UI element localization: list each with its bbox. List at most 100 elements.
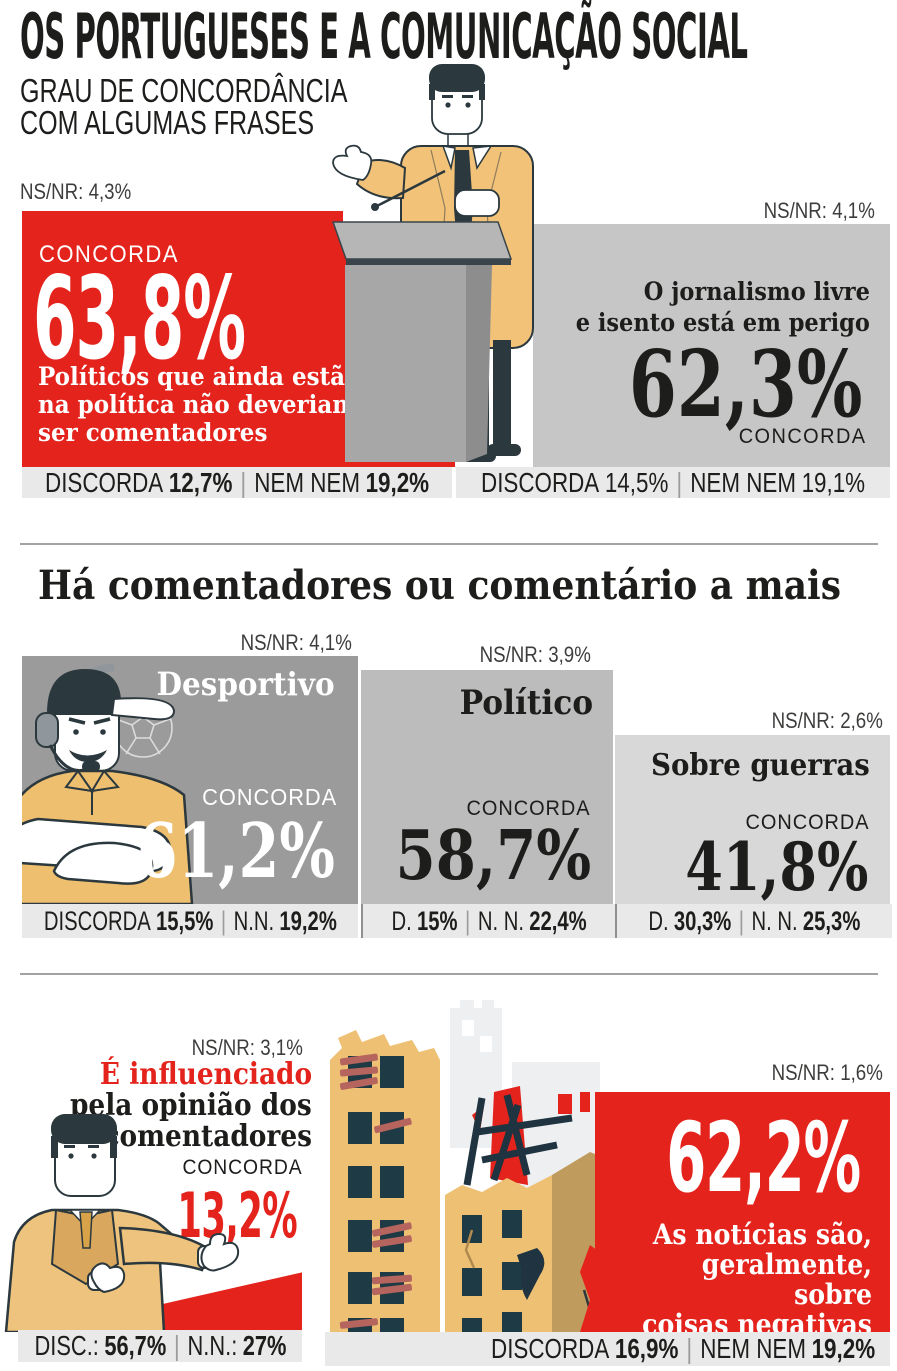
top-right-agree-block: O jornalismo livre e isento está em peri… (533, 224, 890, 467)
politico-concorda-label: CONCORDA (467, 797, 591, 820)
discorda-label: D. (648, 905, 669, 936)
section-title-comentadores: Há comentadores ou comentário a mais (38, 562, 841, 609)
bottom-right-results-strip: DISCORDA 16,9% | NEM NEM 19,2% (325, 1332, 890, 1366)
top-right-statement: O jornalismo livre e isento está em peri… (576, 276, 870, 338)
podium-icon (331, 221, 513, 462)
gesturing-man-illustration (4, 1114, 240, 1332)
guerras-nsnr-label: NS/NR: 2,6% (771, 708, 883, 733)
destroyed-buildings-illustration (330, 1000, 610, 1332)
discorda-value: 12,7% (168, 466, 233, 498)
statement-line: O jornalismo livre (643, 277, 870, 306)
bottom-left-nsnr-label: NS/NR: 3,1% (191, 1035, 303, 1060)
damaged-building-center-icon (445, 1175, 552, 1332)
microphone-icon (371, 169, 446, 211)
separator: | (738, 905, 745, 936)
desportivo-results-strip: DISCORDA 15,5% | N.N. 19,2% (22, 904, 358, 938)
discorda-value: 16,9% (614, 1333, 679, 1364)
damaged-building-left-icon (330, 1030, 440, 1332)
guerras-value: 41,8% (684, 828, 868, 906)
guerras-concorda-label: CONCORDA (746, 811, 870, 834)
separator: | (173, 1330, 180, 1361)
page-subtitle-line-2: COM ALGUMAS FRASES (20, 104, 315, 141)
top-right-agree-value: 62,3% (628, 330, 862, 438)
desportivo-nsnr-label: NS/NR: 4,1% (240, 630, 352, 655)
discorda-value: 15,5% (155, 905, 214, 936)
guerras-results-strip: D. 30,3% | N. N. 25,3% (615, 904, 892, 938)
sports-commentator-illustration (22, 663, 194, 904)
discorda-value: 15% (416, 905, 458, 936)
separator: | (240, 466, 247, 498)
statement-line: na política não deveriam (38, 390, 357, 419)
bottom-left-concorda-value: 13,2% (177, 1179, 297, 1252)
separator: | (676, 466, 683, 498)
page-title: OS PORTUGUESES E A COMUNICAÇÃO SOCIAL (20, 0, 748, 73)
nemnem-label: N.N.: (187, 1330, 237, 1361)
nemnem-value: 19,1% (801, 466, 866, 498)
bottom-left-statement-line-2: pela opinião dos (70, 1088, 312, 1123)
top-left-nsnr-label: NS/NR: 4,3% (20, 179, 132, 204)
nemnem-label: NEM NEM (700, 1333, 806, 1364)
nemnem-value: 25,3% (803, 905, 861, 936)
discorda-label: DISCORDA (44, 466, 164, 498)
discorda-value: 14,5% (604, 466, 669, 498)
discorda-label: DISC.: (34, 1330, 99, 1361)
top-right-concorda-label: CONCORDA (739, 425, 867, 448)
bottom-left-concorda-label: CONCORDA (182, 1156, 303, 1179)
headphones-icon (35, 712, 59, 748)
top-left-concorda-label: CONCORDA (39, 241, 179, 268)
statement-line: ser comentadores (38, 418, 268, 447)
discorda-label: D. (391, 905, 412, 936)
top-right-results-strip: DISCORDA 14,5% | NEM NEM 19,1% (456, 467, 890, 498)
nemnem-value: 27% (242, 1330, 286, 1361)
politico-value: 58,7% (395, 816, 591, 896)
cap-icon (47, 669, 122, 715)
nemnem-value: 19,2% (365, 466, 430, 498)
bottom-right-agree-block: 62,2% As notícias são, geralmente, sobre… (595, 1092, 890, 1340)
discorda-label: DISCORDA (480, 466, 600, 498)
nemnem-label: N. N. (477, 905, 524, 936)
bottom-left-statement-line-3: comentadores (103, 1119, 312, 1154)
bottom-left-results-strip: DISC.: 56,7% | N.N.: 27% (18, 1330, 302, 1362)
politico-nsnr-label: NS/NR: 3,9% (479, 642, 591, 667)
nemnem-value: 22,4% (529, 905, 587, 936)
section-divider (20, 973, 878, 975)
top-left-agree-value: 63,8% (33, 252, 246, 385)
nemnem-value: 19,2% (279, 905, 337, 936)
separator: | (464, 905, 471, 936)
section-divider (20, 543, 878, 545)
top-left-statement: Políticos que ainda estão na política nã… (38, 363, 360, 447)
statement-line: e isento está em perigo (575, 308, 870, 337)
guerras-label: Sobre guerras (651, 748, 870, 783)
separator: | (686, 1333, 693, 1364)
commentator-man-icon (22, 663, 194, 904)
desportivo-value: 61,2% (136, 807, 335, 895)
nemnem-label: N.N. (233, 905, 274, 936)
statement-line: Políticos que ainda estão (38, 362, 361, 391)
desportivo-label: Desportivo (156, 665, 335, 703)
nemnem-label: N. N. (751, 905, 798, 936)
bottom-right-statement: As notícias são, geralmente, sobre coisa… (623, 1220, 872, 1340)
discorda-value: 56,7% (103, 1330, 166, 1361)
politico-results-strip: D. 15% | N. N. 22,4% (361, 904, 615, 938)
desportivo-concorda-label: CONCORDA (201, 784, 337, 810)
discorda-label: DISCORDA (43, 905, 151, 936)
bottom-right-agree-value: 62,2% (666, 1102, 861, 1214)
bottom-left-statement-highlight: É influenciado (99, 1057, 312, 1092)
gesturing-man-icon (4, 1114, 240, 1332)
statement-line: geralmente, sobre (701, 1248, 872, 1311)
nemnem-value: 19,2% (811, 1333, 875, 1364)
separator: | (220, 905, 226, 936)
top-left-results-strip: DISCORDA 12,7% | NEM NEM 19,2% (22, 467, 452, 498)
politico-block: Político CONCORDA 58,7% (361, 670, 613, 904)
discorda-value: 30,3% (674, 905, 732, 936)
hand-icon (90, 1262, 126, 1294)
fallen-beams-icon (463, 1094, 573, 1186)
page-subtitle-line-1: GRAU DE CONCORDÂNCIA (20, 72, 348, 109)
bottom-right-nsnr-label: NS/NR: 1,6% (771, 1060, 883, 1085)
boarded-planks-icon (339, 1053, 413, 1329)
guerras-block: Sobre guerras CONCORDA 41,8% (615, 735, 890, 904)
headset-mic-icon (82, 761, 100, 772)
raised-hand-icon (332, 144, 373, 181)
necktie-icon (79, 1211, 93, 1249)
